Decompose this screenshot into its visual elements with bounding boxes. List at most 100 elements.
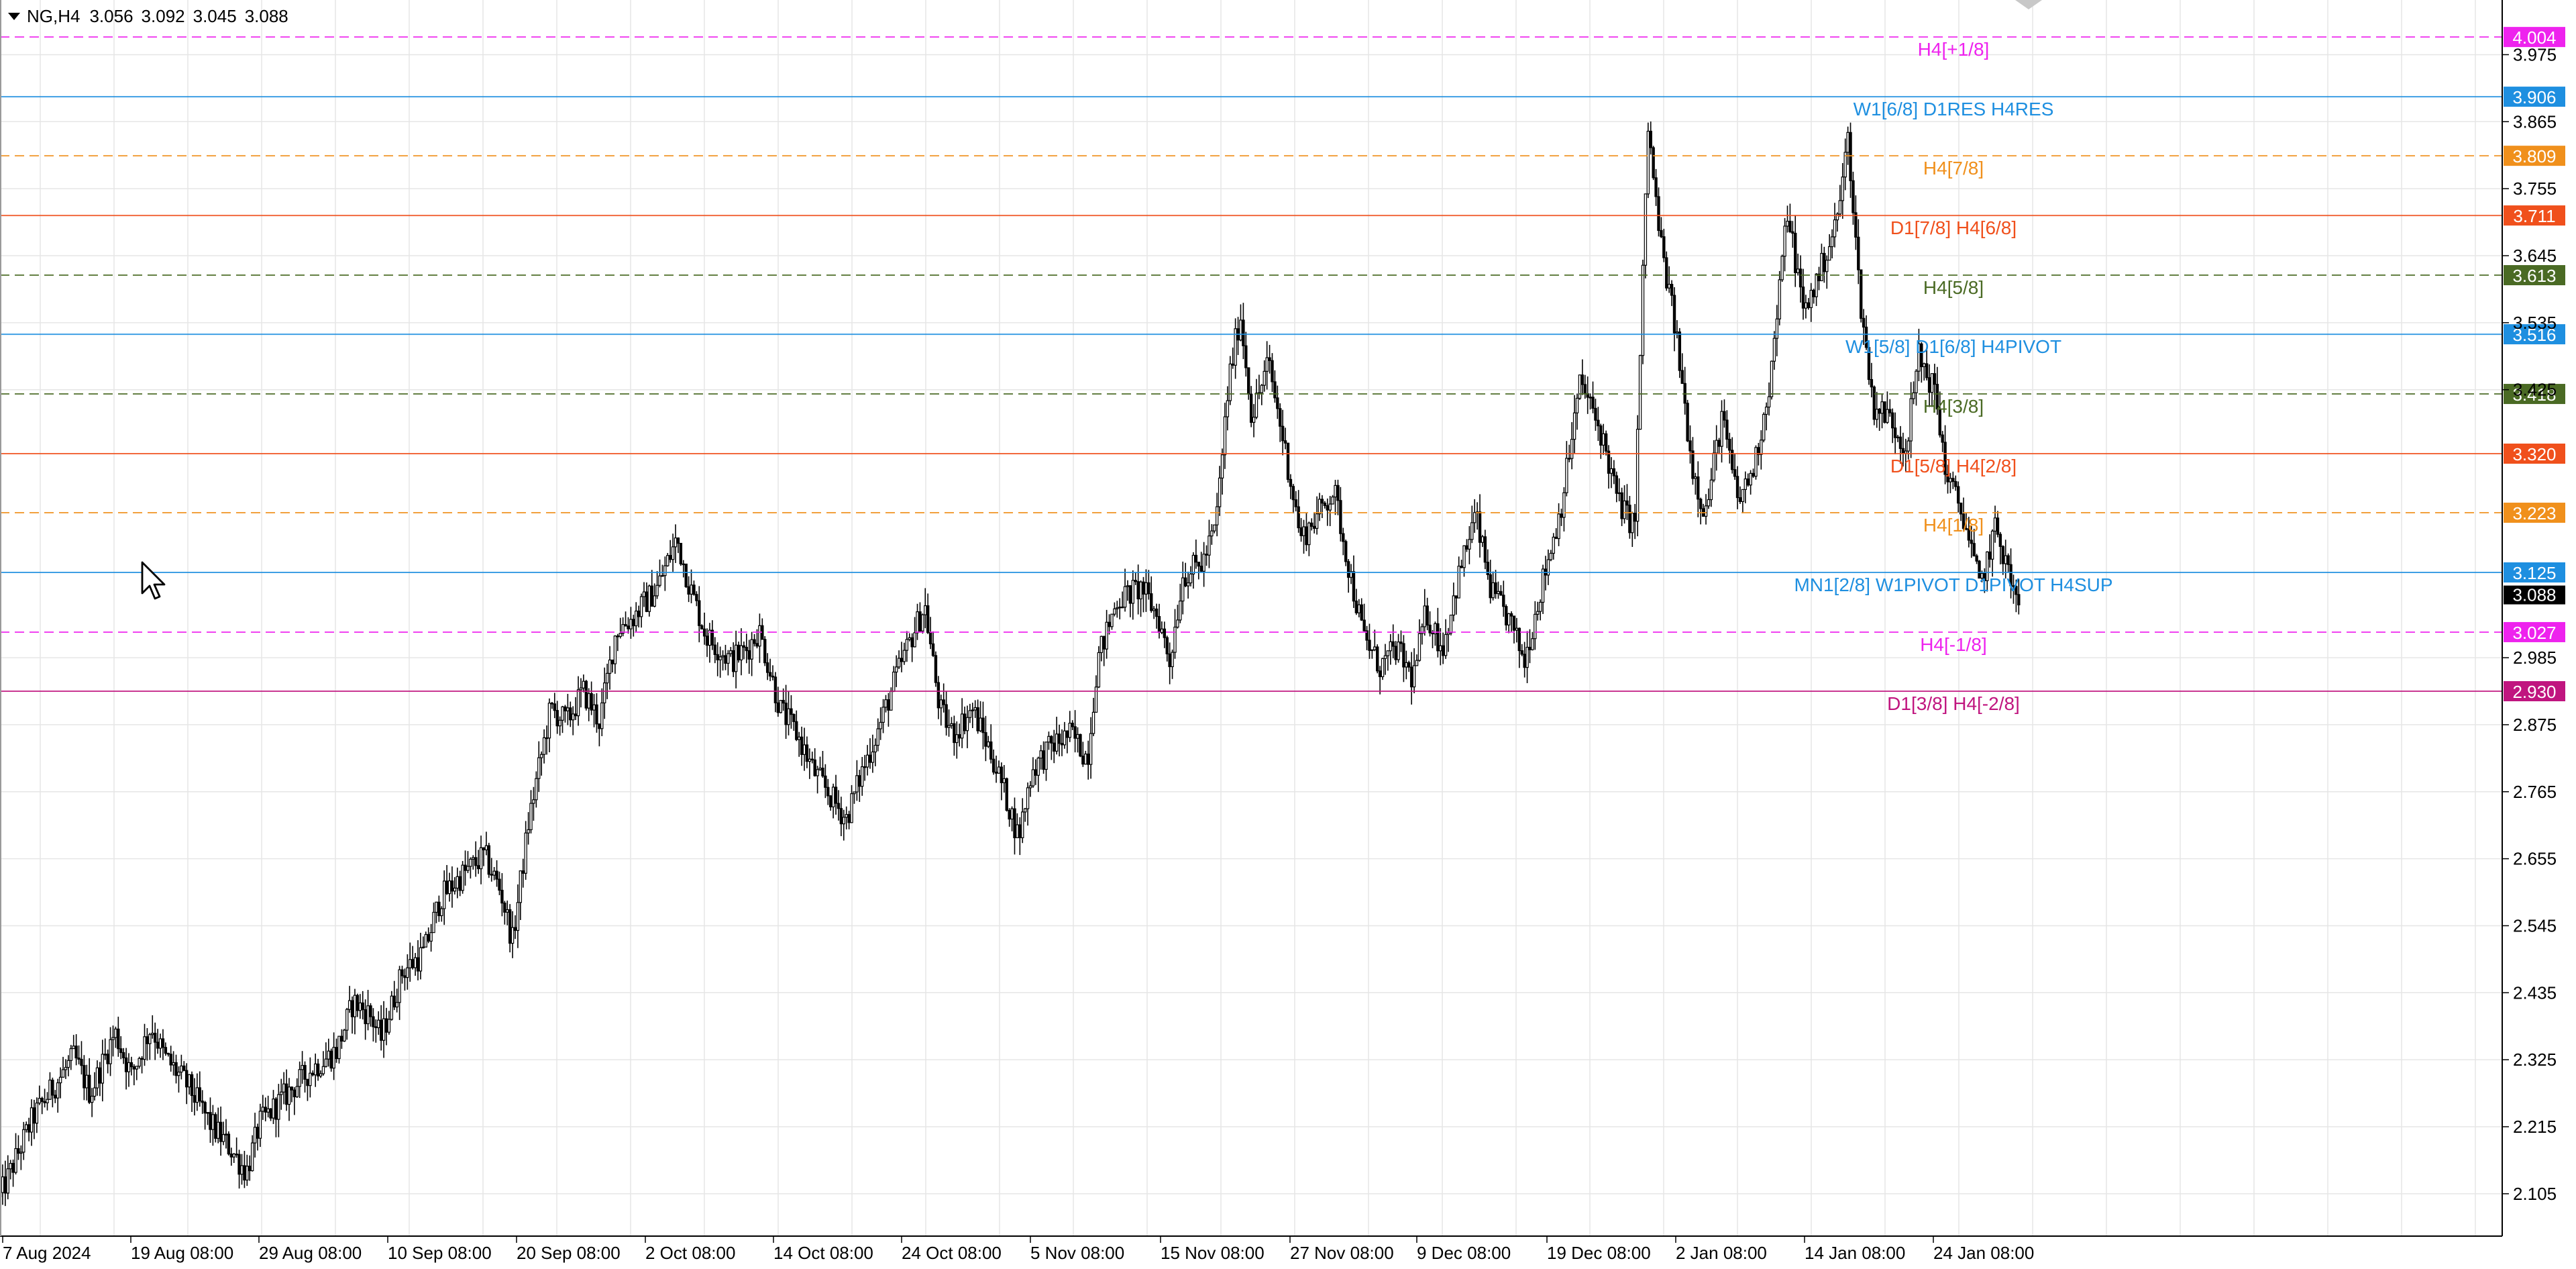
candle-body [482,847,486,851]
candle-body [135,1066,138,1070]
candle-body [1762,413,1766,441]
candle-body [535,778,538,801]
candle-body [1281,425,1285,442]
candle-body [1254,393,1258,418]
candle-body [487,845,491,875]
price-tick-label: 2.875 [2513,715,2557,735]
candle-body [416,957,420,972]
candle-body [51,1079,54,1096]
candle-body [1525,646,1529,668]
candle-body [1723,411,1726,421]
candle-body [1034,769,1038,776]
candle-body [1883,401,1886,423]
candle-body [1152,608,1156,611]
candle-body [256,1127,260,1139]
candle-body [1031,769,1035,786]
candle-body [513,927,517,931]
candle-body [1071,723,1074,727]
candle-body [1964,527,1968,530]
candle-body [411,959,415,968]
candle-body [32,1107,36,1124]
candle-body [1583,384,1587,395]
price-tick-label: 2.325 [2513,1050,2557,1070]
candle-body [687,586,690,595]
candle-body [1638,355,1642,430]
candle-body [72,1046,75,1050]
candle-body [190,1074,194,1097]
candle-body [350,1000,354,1017]
time-tick-label: 27 Nov 08:00 [1290,1243,1394,1263]
candle-body [1073,726,1077,739]
candle-body [1809,289,1813,309]
candle-body [1670,284,1674,296]
candle-body [1860,269,1863,319]
candle-body [887,699,890,711]
candle-body [1554,536,1558,540]
price-tag [2504,621,2565,642]
candle-body [700,625,704,629]
candle-body [1538,601,1542,612]
candle-body [1431,632,1434,635]
candle-body [1389,641,1393,652]
candle-body [1741,489,1745,503]
candle-body [950,723,953,726]
candle-body [1228,363,1232,401]
candle-body [1465,545,1468,550]
candle-body [282,1083,286,1093]
candle-body [129,1062,133,1068]
time-tick-label: 2 Oct 08:00 [645,1243,735,1263]
candle-body [450,880,454,892]
candle-body [773,676,777,703]
candle-body [1697,476,1700,500]
candle-body [1002,778,1006,783]
candle-body [876,728,879,746]
candle-body [495,870,498,880]
candle-body [1983,572,1986,581]
candle-body [1728,438,1731,451]
candle-body [1523,654,1526,668]
candle-body [17,1148,20,1154]
candle-body [598,723,601,729]
candle-body [1252,417,1256,423]
price-tag [2504,205,2565,226]
candle-body [1328,503,1332,511]
candle-body [48,1079,52,1100]
candle-body [314,1063,317,1076]
candle-body [195,1087,199,1103]
candle-body [22,1129,25,1153]
price-tag-label: 3.418 [2512,385,2556,405]
candle-body [979,717,982,731]
candle-body [1108,621,1111,627]
candle-body [1623,500,1626,519]
level-label: W1[5/8] D1[6/8] H4PIVOT [1845,336,2061,357]
candle-body [600,702,604,729]
candle-body [1749,472,1752,486]
candle-body [1,1176,5,1193]
candle-body [1399,642,1403,644]
candle-body [721,655,724,658]
candle-body [38,1098,41,1104]
candle-body [1289,478,1293,487]
price-tag-label: 3.027 [2512,623,2556,643]
candle-body [1210,530,1214,537]
time-tick-label: 24 Oct 08:00 [902,1243,1002,1263]
price-tag [2504,324,2565,345]
candle-body [1163,628,1167,638]
chevron-down-icon[interactable] [8,12,20,20]
candle-body [1179,600,1182,621]
candle-body [1752,472,1755,477]
candle-body [1915,370,1918,393]
candle-body [1827,246,1831,261]
candle-body [83,1065,86,1088]
candle-body [98,1067,102,1084]
candle-body [1457,566,1460,599]
candle-body [1925,363,1929,378]
candle-body [1528,646,1532,650]
candle-body [258,1111,262,1139]
candle-body [337,1035,341,1060]
candle-body [1993,517,1997,532]
candle-body [521,870,525,874]
